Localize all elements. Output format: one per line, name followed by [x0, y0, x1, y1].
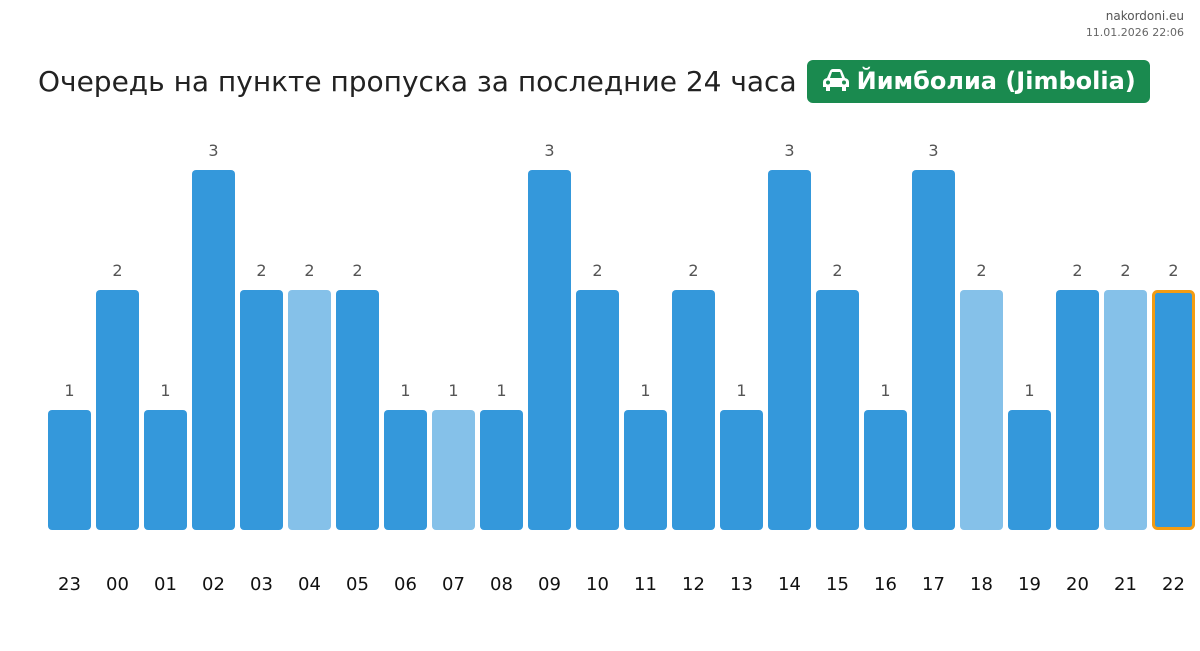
hour-tick-label: 12	[682, 574, 705, 595]
value-label: 2	[1072, 261, 1082, 280]
hour-tick-label: 21	[1114, 574, 1137, 595]
timestamp: 11.01.2026 22:06	[1085, 26, 1184, 39]
bar-20[interactable]	[1056, 290, 1099, 530]
bar-17[interactable]	[912, 170, 955, 530]
value-label: 1	[1024, 381, 1034, 400]
badge-label: Йимболиа (Jimbolia)	[856, 67, 1136, 95]
bar-19[interactable]	[1008, 410, 1051, 530]
hour-tick-label: 17	[922, 574, 945, 595]
value-label: 2	[112, 261, 122, 280]
hour-tick-label: 16	[874, 574, 897, 595]
hour-tick-label: 00	[106, 574, 129, 595]
hour-tick-label: 06	[394, 574, 417, 595]
bar-18[interactable]	[960, 290, 1003, 530]
hour-tick-label: 23	[58, 574, 81, 595]
bar-09[interactable]	[528, 170, 571, 530]
bar-11[interactable]	[624, 410, 667, 530]
value-label: 1	[640, 381, 650, 400]
bar-06[interactable]	[384, 410, 427, 530]
value-label: 2	[688, 261, 698, 280]
hour-tick-label: 03	[250, 574, 273, 595]
bar-21[interactable]	[1104, 290, 1147, 530]
value-label: 3	[928, 141, 938, 160]
hour-tick-label: 18	[970, 574, 993, 595]
bar-12[interactable]	[672, 290, 715, 530]
hour-tick-label: 19	[1018, 574, 1041, 595]
hour-tick-label: 10	[586, 574, 609, 595]
bar-08[interactable]	[480, 410, 523, 530]
value-label: 2	[1120, 261, 1130, 280]
value-label: 1	[400, 381, 410, 400]
hour-tick-label: 13	[730, 574, 753, 595]
value-label: 3	[208, 141, 218, 160]
value-label: 2	[256, 261, 266, 280]
bar-03[interactable]	[240, 290, 283, 530]
hour-tick-label: 07	[442, 574, 465, 595]
value-label: 2	[304, 261, 314, 280]
bar-15[interactable]	[816, 290, 859, 530]
value-label: 2	[1168, 261, 1178, 280]
hour-tick-label: 20	[1066, 574, 1089, 595]
value-label: 3	[784, 141, 794, 160]
hour-tick-label: 22	[1162, 574, 1185, 595]
bar-14[interactable]	[768, 170, 811, 530]
hour-tick-label: 02	[202, 574, 225, 595]
value-label: 1	[736, 381, 746, 400]
site-name: nakordoni.eu	[1105, 9, 1184, 23]
bar-10[interactable]	[576, 290, 619, 530]
value-label: 2	[976, 261, 986, 280]
border-crossing-badge[interactable]: Йимболиа (Jimbolia)	[806, 59, 1150, 103]
value-label: 1	[64, 381, 74, 400]
value-label: 2	[592, 261, 602, 280]
hour-tick-label: 01	[154, 574, 177, 595]
bar-04[interactable]	[288, 290, 331, 530]
value-label: 1	[880, 381, 890, 400]
bar-23[interactable]	[48, 410, 91, 530]
bar-16[interactable]	[864, 410, 907, 530]
value-label: 1	[160, 381, 170, 400]
bar-01[interactable]	[144, 410, 187, 530]
chart-title: Очередь на пункте пропуска за последние …	[38, 64, 797, 98]
hour-tick-label: 11	[634, 574, 657, 595]
hour-tick-label: 09	[538, 574, 561, 595]
bar-00[interactable]	[96, 290, 139, 530]
hour-tick-label: 04	[298, 574, 321, 595]
chart-header: Очередь на пункте пропуска за последние …	[38, 59, 1150, 103]
bar-13[interactable]	[720, 410, 763, 530]
value-label: 3	[544, 141, 554, 160]
value-label: 2	[352, 261, 362, 280]
value-label: 1	[496, 381, 506, 400]
car-icon	[822, 69, 849, 91]
bar-22[interactable]	[1152, 290, 1195, 530]
hour-tick-label: 08	[490, 574, 513, 595]
hour-tick-label: 05	[346, 574, 369, 595]
hour-tick-label: 15	[826, 574, 849, 595]
value-label: 1	[448, 381, 458, 400]
value-label: 2	[832, 261, 842, 280]
bar-07[interactable]	[432, 410, 475, 530]
bar-05[interactable]	[336, 290, 379, 530]
bar-02[interactable]	[192, 170, 235, 530]
hour-tick-label: 14	[778, 574, 801, 595]
